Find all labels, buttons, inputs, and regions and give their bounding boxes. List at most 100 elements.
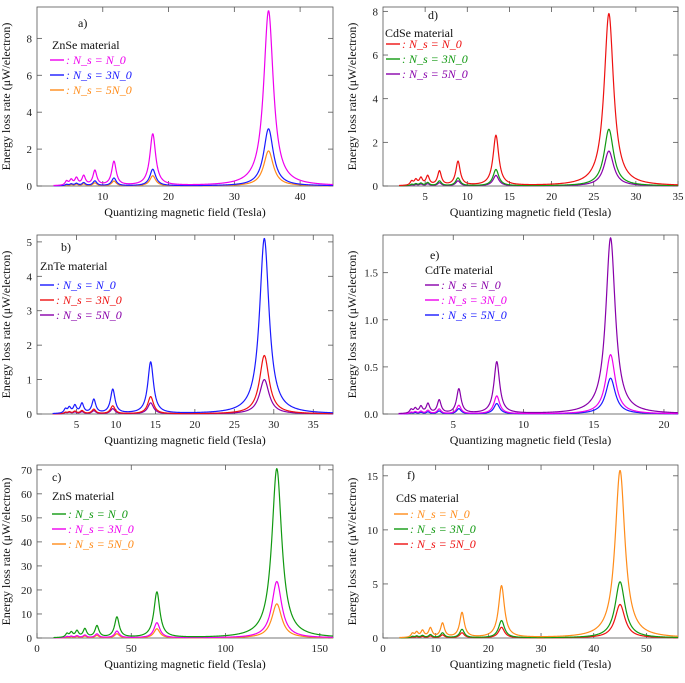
series-line-1 bbox=[53, 467, 334, 639]
legend-entry: : N_s = 5N_0 bbox=[68, 537, 134, 551]
series-line-3 bbox=[398, 377, 679, 415]
legend-entry: : N_s = N_0 bbox=[68, 507, 128, 521]
x-tick-label: 10 bbox=[462, 191, 474, 203]
legend-entry: : N_s = 3N_0 bbox=[402, 52, 468, 66]
x-tick-label: 100 bbox=[217, 643, 234, 655]
legend-entry: : N_s = 3N_0 bbox=[66, 68, 132, 82]
x-tick-label: 30 bbox=[630, 191, 642, 203]
x-tick-label: 20 bbox=[658, 419, 670, 431]
x-tick-label: 150 bbox=[312, 643, 329, 655]
x-tick-label: 20 bbox=[163, 191, 175, 203]
legend-entry: : N_s = 3N_0 bbox=[68, 522, 134, 536]
panel-tag: e) bbox=[430, 248, 439, 262]
y-tick-label: 0 bbox=[373, 633, 379, 645]
y-tick-label: 20 bbox=[21, 585, 33, 597]
legend-entry: : N_s = N_0 bbox=[441, 278, 501, 292]
legend-entry: : N_s = 5N_0 bbox=[56, 308, 122, 322]
x-axis-label: Quantizing magnetic field (Tesla) bbox=[450, 205, 611, 219]
y-tick-label: 30 bbox=[21, 561, 33, 573]
panel-a: 10 20 30 40 0 2 4 6 8 Quantizing magnetic field (… bbox=[0, 6, 334, 219]
x-axis-label: Quantizing magnetic field (Tesla) bbox=[104, 205, 265, 219]
series-line-2 bbox=[53, 580, 334, 639]
x-tick-label: 40 bbox=[295, 191, 307, 203]
series-line-3 bbox=[398, 150, 679, 187]
series-line-2 bbox=[398, 354, 679, 415]
series-line-3 bbox=[52, 378, 334, 415]
legend-entry: : N_s = N_0 bbox=[66, 53, 126, 67]
legend-entry: : N_s = 3N_0 bbox=[410, 522, 476, 536]
plot-frame bbox=[382, 234, 679, 415]
x-axis-label: Quantizing magnetic field (Tesla) bbox=[450, 433, 611, 447]
y-tick-label: 8 bbox=[27, 33, 33, 45]
y-tick-label: 5 bbox=[373, 579, 379, 591]
y-axis-label: Energy loss rate (μW/electron) bbox=[345, 251, 359, 399]
material-label: ZnTe material bbox=[40, 259, 108, 273]
y-tick-label: 60 bbox=[21, 489, 33, 501]
x-axis-label: Quantizing magnetic field (Tesla) bbox=[104, 657, 265, 671]
y-tick-label: 4 bbox=[373, 94, 379, 106]
x-tick-label: 10 bbox=[518, 419, 530, 431]
x-tick-label: 5 bbox=[450, 419, 456, 431]
y-tick-label: 5 bbox=[27, 237, 33, 249]
x-tick-label: 10 bbox=[110, 419, 122, 431]
y-tick-label: 4 bbox=[27, 107, 33, 119]
legend-entry: : N_s = 5N_0 bbox=[402, 67, 468, 81]
series-line-2 bbox=[52, 354, 334, 415]
series-line-1 bbox=[398, 12, 679, 187]
x-tick-label: 25 bbox=[588, 191, 600, 203]
material-label: ZnS material bbox=[52, 489, 115, 503]
series-line-1 bbox=[398, 237, 679, 415]
y-tick-label: 1 bbox=[27, 375, 33, 387]
x-tick-label: 15 bbox=[150, 419, 162, 431]
legend-entry: : N_s = 3N_0 bbox=[56, 293, 122, 307]
panel-c: 0 50 100 150 0 10 20 30 40 50 60 70 Quantizing magne… bbox=[0, 464, 334, 671]
material-label: CdS material bbox=[396, 491, 460, 505]
y-axis-label: Energy loss rate (μW/electron) bbox=[345, 23, 359, 171]
series-line-2 bbox=[399, 581, 679, 639]
panel-tag: a) bbox=[78, 16, 87, 30]
x-tick-label: 30 bbox=[229, 191, 241, 203]
x-tick-label: 20 bbox=[189, 419, 201, 431]
panel-tag: b) bbox=[61, 240, 71, 254]
y-tick-label: 40 bbox=[21, 537, 33, 549]
legend-entry: : N_s = N_0 bbox=[56, 278, 116, 292]
y-tick-label: 6 bbox=[373, 50, 379, 62]
material-label: ZnSe material bbox=[52, 38, 120, 52]
y-tick-label: 0.0 bbox=[364, 409, 378, 421]
y-axis-label: Energy loss rate (μW/electron) bbox=[345, 478, 359, 626]
panel-e: 5 10 15 20 0.0 0.5 1.0 1.5 Quantizing magnetic f… bbox=[345, 234, 679, 447]
x-tick-label: 0 bbox=[380, 643, 386, 655]
y-tick-label: 4 bbox=[27, 271, 33, 283]
y-axis-label: Energy loss rate (μW/electron) bbox=[0, 251, 13, 399]
x-axis-label: Quantizing magnetic field (Tesla) bbox=[104, 433, 265, 447]
legend-entry: : N_s = N_0 bbox=[402, 37, 462, 51]
x-tick-label: 0 bbox=[34, 643, 40, 655]
y-axis-label: Energy loss rate (μW/electron) bbox=[0, 23, 13, 171]
x-tick-label: 40 bbox=[588, 643, 600, 655]
x-tick-label: 35 bbox=[308, 419, 320, 431]
x-tick-label: 15 bbox=[504, 191, 516, 203]
x-tick-label: 30 bbox=[536, 643, 548, 655]
x-tick-label: 20 bbox=[483, 643, 495, 655]
panel-tag: c) bbox=[52, 470, 61, 484]
series-line-2 bbox=[53, 128, 334, 187]
panel-tag: f) bbox=[407, 468, 415, 482]
series-line-1 bbox=[52, 237, 334, 415]
panel-d: 5 10 15 20 25 30 35 0 2 4 6 8 Quantizing magnetic fi… bbox=[345, 6, 684, 219]
y-tick-label: 2 bbox=[27, 144, 33, 156]
legend-entry: : N_s = 5N_0 bbox=[66, 83, 132, 97]
x-tick-label: 20 bbox=[546, 191, 558, 203]
y-tick-label: 50 bbox=[21, 513, 33, 525]
x-tick-label: 15 bbox=[588, 419, 600, 431]
y-tick-label: 0 bbox=[27, 181, 33, 193]
x-tick-label: 30 bbox=[268, 419, 280, 431]
x-tick-label: 35 bbox=[673, 191, 685, 203]
panel-b: 5 10 15 20 25 30 35 0 1 2 3 4 5 Quantizing magnetic f… bbox=[0, 234, 334, 447]
x-axis-label: Quantizing magnetic field (Tesla) bbox=[450, 657, 611, 671]
y-tick-label: 0.5 bbox=[364, 362, 378, 374]
x-tick-label: 50 bbox=[641, 643, 653, 655]
y-tick-label: 2 bbox=[373, 137, 379, 149]
legend-entry: : N_s = N_0 bbox=[410, 507, 470, 521]
y-tick-label: 70 bbox=[21, 465, 33, 477]
